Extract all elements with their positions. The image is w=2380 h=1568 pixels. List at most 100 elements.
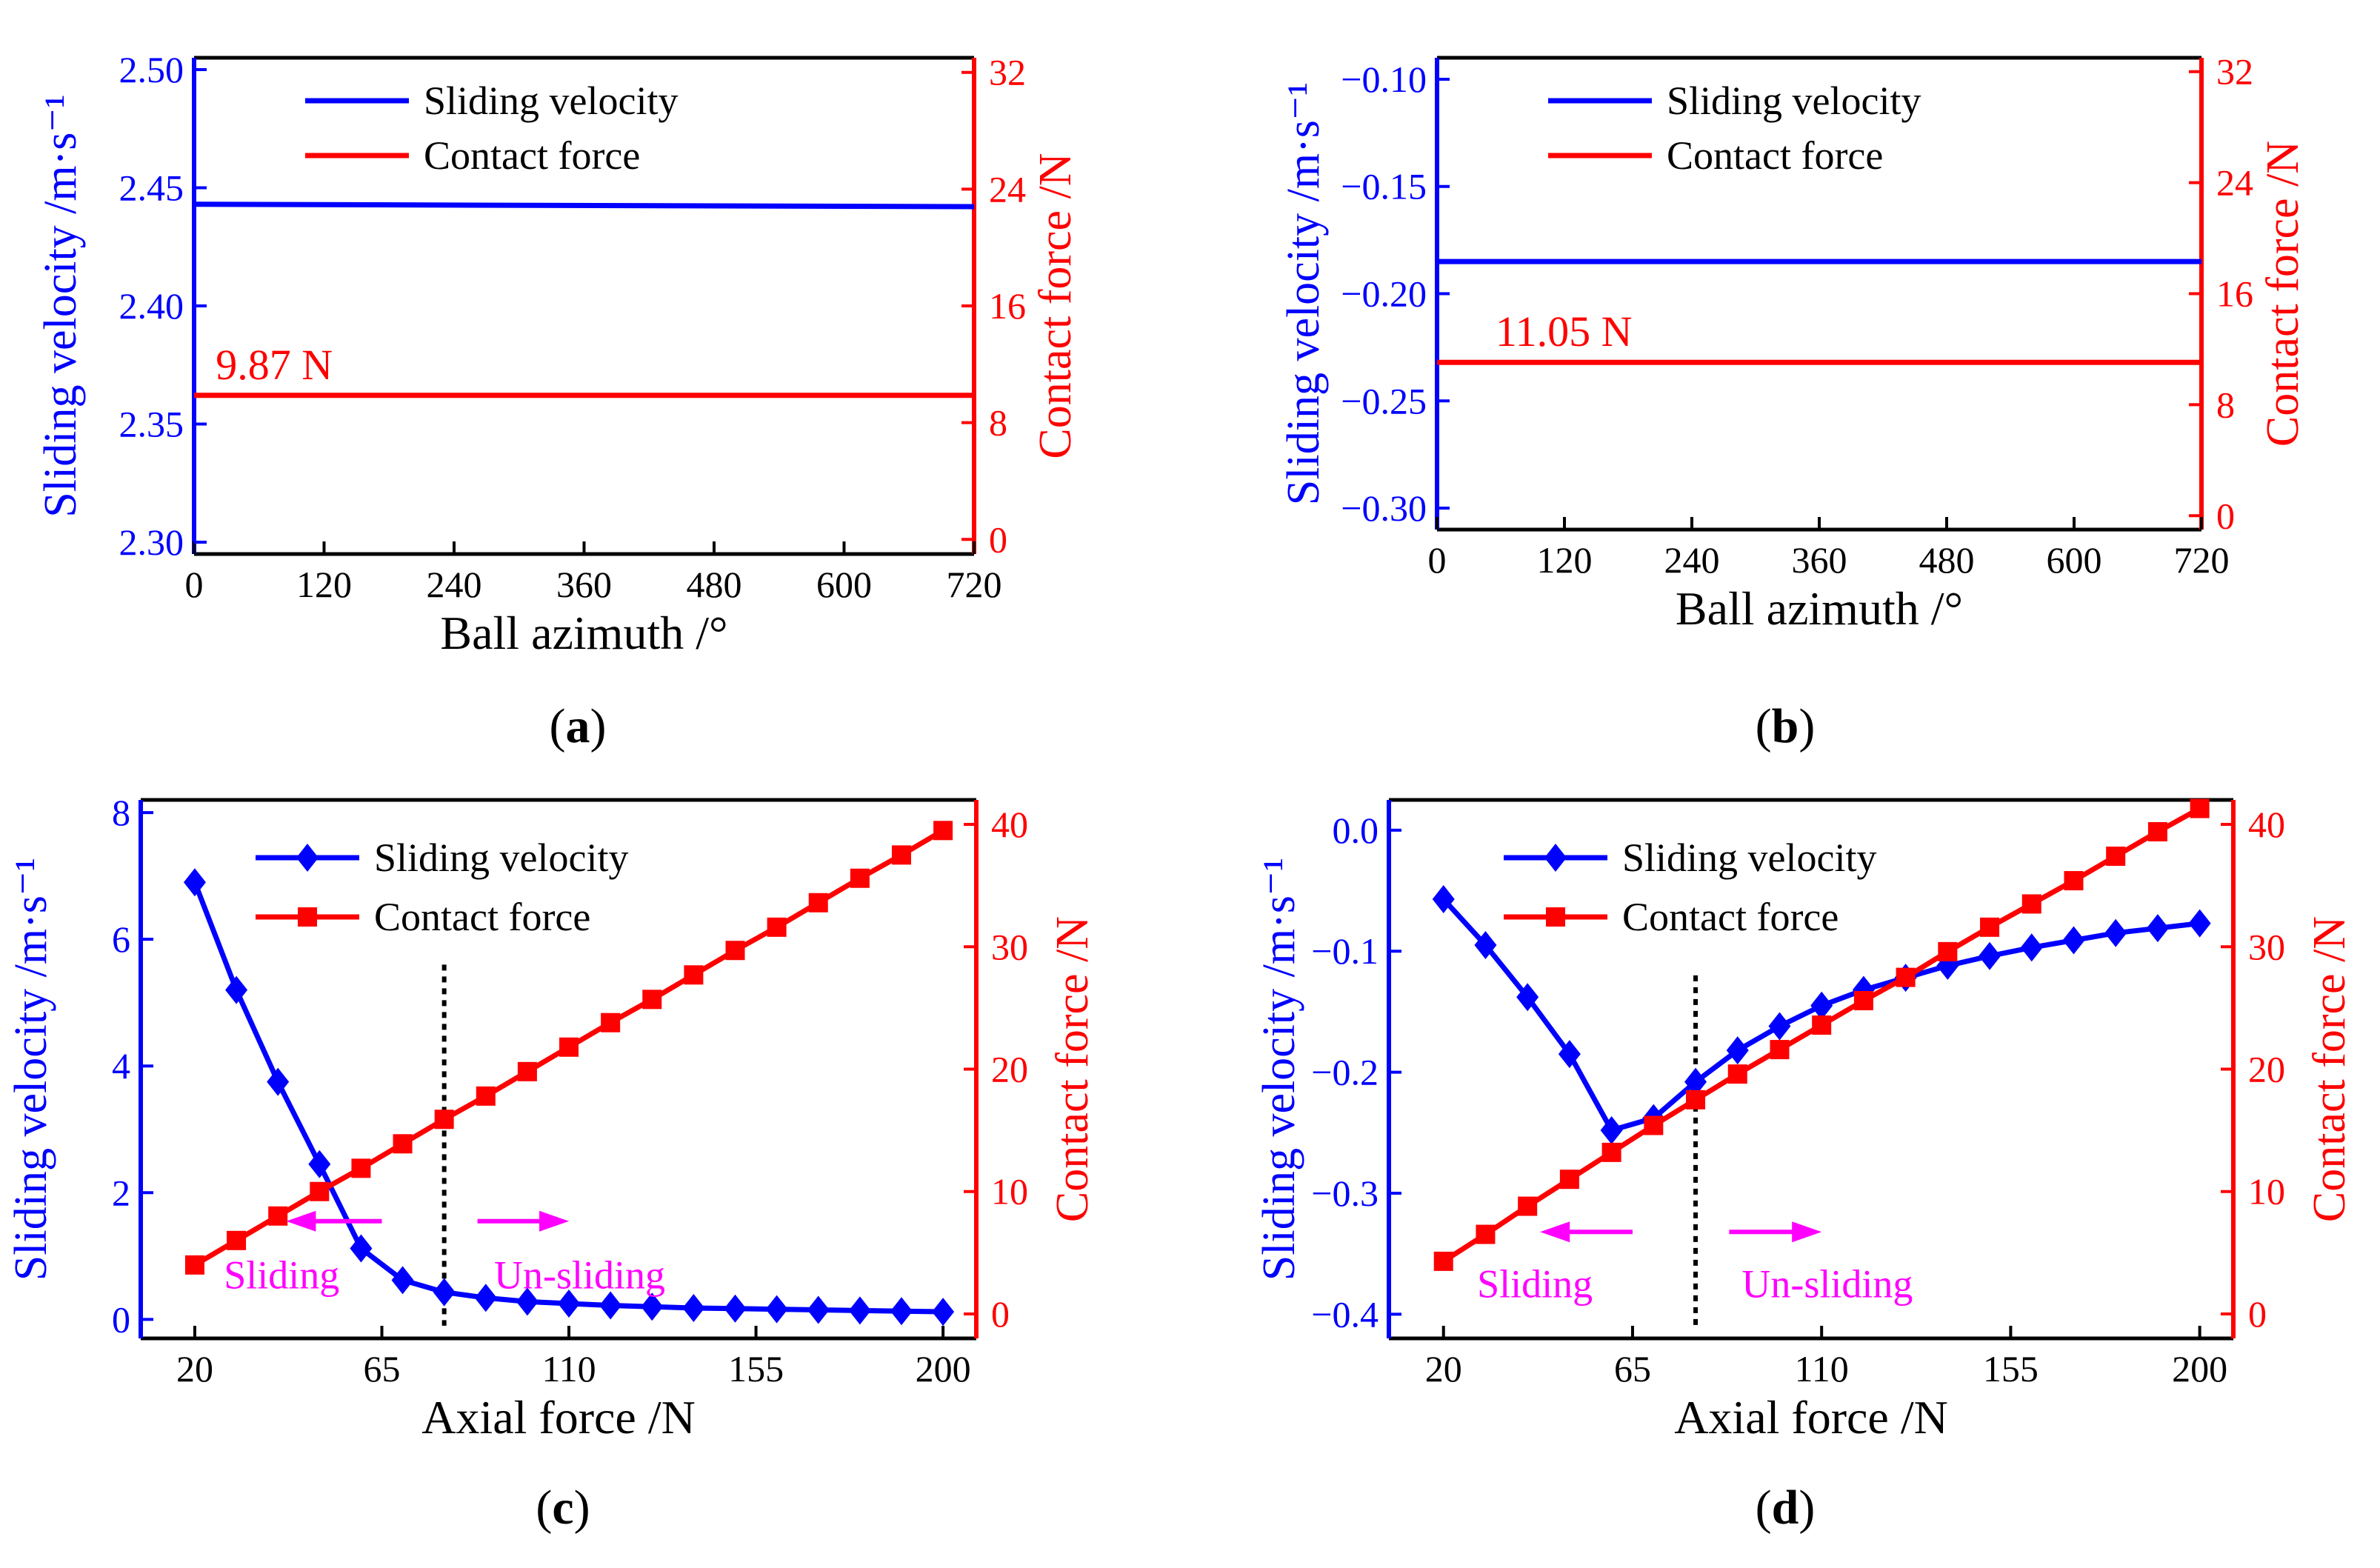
right-y-tick-label: 16 [989,285,1026,327]
left-y-tick-label: 0 [112,1298,130,1340]
contact-force-marker [1644,1115,1664,1135]
regime-label: Un-sliding [494,1252,665,1297]
contact-force-marker [2106,847,2126,867]
x-tick-label: 65 [1614,1348,1651,1389]
sliding-velocity-marker [516,1287,539,1316]
left-y-axis-title: Sliding velocity /m·s⁻¹ [6,858,56,1281]
x-tick-label: 480 [687,564,742,605]
chart-panel-c: 20 65 110 155 200 0 2 4 6 8 0 10 20 30 40 Axial force /… [6,792,1098,1535]
x-tick-label: 20 [1425,1348,1462,1389]
sliding-velocity-marker [932,1298,955,1327]
left-y-tick-label: 2.45 [119,167,184,208]
contact-force-marker [434,1110,454,1130]
x-tick-label: 120 [1537,539,1593,581]
x-tick-label: 360 [556,564,612,605]
x-tick-label: 155 [1983,1348,2039,1389]
right-y-tick-label: 10 [991,1171,1028,1212]
x-tick-label: 240 [1664,539,1720,581]
contact-force-marker [1853,990,1873,1010]
sliding-velocity-marker [599,1291,622,1320]
sliding-velocity-marker [183,868,206,897]
left-y-tick-label: −0.30 [1341,487,1427,529]
contact-force-marker [1770,1040,1790,1060]
sliding-velocity-marker [2188,909,2211,938]
left-y-tick-label: −0.20 [1341,273,1427,315]
x-tick-label: 200 [2172,1348,2227,1389]
contact-force-marker [933,821,953,841]
contact-force-marker [1433,1251,1453,1271]
left-y-tick-label: 0.0 [1333,810,1379,851]
sliding-velocity-marker [2104,918,2127,947]
x-tick-label: 20 [176,1348,213,1389]
sliding-velocity-line [192,881,944,1315]
sliding-velocity-marker [225,975,248,1004]
sliding-velocity-marker [308,1150,331,1178]
left-y-axis-title: Sliding velocity /m·s⁻¹ [1279,82,1329,505]
x-axis-title: Axial force /N [421,1391,696,1444]
right-y-tick-label: 0 [2248,1293,2267,1335]
sliding-velocity-marker [1810,991,1833,1020]
contact-force-marker [517,1061,537,1081]
x-tick-label: 480 [1919,539,1975,581]
contact-force-marker [891,845,911,865]
x-tick-label: 65 [363,1348,400,1389]
right-y-tick-label: 20 [991,1049,1028,1090]
sliding-velocity-marker [682,1293,705,1322]
regime-arrow-head [1540,1221,1570,1243]
contact-force-marker [1812,1015,1832,1035]
contact-force-marker [1727,1064,1747,1084]
sliding-velocity-marker [1979,941,2001,970]
right-y-tick-label: 32 [2216,51,2253,93]
x-tick-label: 110 [541,1348,596,1389]
right-y-axis-title: Contact force /N [1030,153,1081,458]
left-y-tick-label: 2.50 [119,49,184,90]
right-y-tick-label: 30 [991,926,1028,967]
sliding-velocity-marker [1558,1040,1581,1069]
contact-force-marker [850,868,870,888]
right-y-tick-label: 40 [2248,804,2285,845]
left-y-tick-label: −0.2 [1311,1052,1379,1093]
right-y-tick-label: 8 [2216,384,2235,425]
contact-force-marker [725,941,745,961]
regime-label: Sliding [1477,1261,1593,1306]
contact-force-marker [393,1134,413,1154]
right-y-tick-label: 32 [989,52,1026,93]
contact-force-marker [642,990,662,1010]
x-tick-label: 240 [427,564,482,605]
sliding-velocity-marker [1432,884,1455,913]
sliding-velocity-marker [890,1297,913,1326]
contact-force-marker [2064,871,2084,891]
sliding-velocity-marker [1474,931,1497,960]
sliding-velocity-marker [1516,983,1539,1012]
x-axis-title: Ball azimuth /° [1676,582,1963,635]
x-tick-label: 0 [1428,539,1447,581]
sliding-velocity-marker [474,1284,497,1312]
contact-force-marker [1938,941,1958,961]
regime-arrow-head [286,1210,316,1232]
legend-marker [1546,907,1565,927]
left-y-tick-label: 2 [112,1172,130,1213]
right-y-tick-label: 0 [2216,495,2235,536]
sliding-velocity-marker [807,1295,830,1324]
left-y-axis-title: Sliding velocity /m·s⁻¹ [1254,858,1304,1281]
left-y-tick-label: −0.10 [1341,59,1427,100]
right-y-tick-label: 30 [2248,926,2285,967]
sliding-velocity-marker [765,1295,788,1324]
contact-force-marker [2190,798,2210,818]
sliding-velocity-marker [433,1278,456,1307]
left-y-tick-label: 6 [112,918,130,960]
x-tick-label: 110 [1795,1348,1849,1389]
panel-label: (d) [1756,1481,1816,1535]
regime-label: Sliding [224,1252,339,1297]
right-y-tick-label: 24 [2216,162,2253,204]
sliding-velocity-marker [724,1294,747,1323]
panel-label: (c) [536,1481,590,1535]
contact-force-marker [268,1206,288,1226]
contact-force-marker [601,1012,621,1032]
x-tick-label: 600 [2047,539,2102,581]
sliding-velocity-marker [2020,933,2043,962]
left-y-tick-label: 4 [112,1045,130,1087]
legend-label: Contact force [424,133,640,178]
right-y-tick-label: 40 [991,804,1028,845]
sliding-velocity-marker [1684,1067,1707,1096]
